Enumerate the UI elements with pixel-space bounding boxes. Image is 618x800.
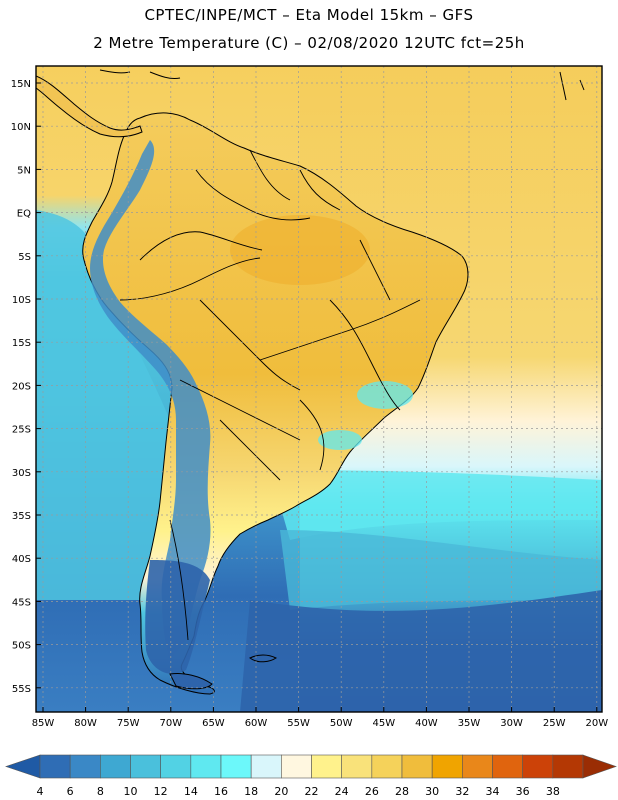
lon-label: 55W bbox=[287, 718, 310, 729]
lon-label: 40W bbox=[415, 718, 438, 729]
colorbar-swatch bbox=[402, 755, 432, 778]
colorbar-swatch bbox=[281, 755, 311, 778]
lat-label: 15S bbox=[12, 338, 31, 349]
colorbar-tick-label: 36 bbox=[516, 785, 530, 798]
colorbar-tick-label: 28 bbox=[395, 785, 409, 798]
lon-label: 50W bbox=[330, 718, 353, 729]
colorbar-swatch bbox=[251, 755, 281, 778]
colorbar-tick-label: 26 bbox=[365, 785, 379, 798]
colorbar-swatch bbox=[221, 755, 251, 778]
lon-label: 45W bbox=[372, 718, 395, 729]
colorbar-swatch bbox=[342, 755, 372, 778]
lon-label: 75W bbox=[117, 718, 140, 729]
colorbar-swatch bbox=[523, 755, 553, 778]
colorbar-tick-label: 30 bbox=[425, 785, 439, 798]
lat-label: EQ bbox=[17, 209, 31, 220]
lat-label: 10S bbox=[12, 295, 31, 306]
lon-label: 70W bbox=[159, 718, 182, 729]
lat-label: 40S bbox=[12, 554, 31, 565]
colorbar-swatch bbox=[462, 755, 492, 778]
lon-label: 65W bbox=[202, 718, 225, 729]
colorbar-swatch bbox=[70, 755, 100, 778]
lon-label: 60W bbox=[245, 718, 268, 729]
lon-label: 80W bbox=[74, 718, 97, 729]
colorbar-over-arrow bbox=[583, 755, 616, 778]
lat-label: 50S bbox=[12, 641, 31, 652]
lat-label: 5N bbox=[17, 165, 31, 176]
colorbar-tick-label: 8 bbox=[97, 785, 104, 798]
lat-label: 20S bbox=[12, 381, 31, 392]
colorbar-swatch bbox=[40, 755, 70, 778]
colorbar-tick-label: 16 bbox=[214, 785, 228, 798]
lat-label: 30S bbox=[12, 468, 31, 479]
colorbar-swatch bbox=[312, 755, 342, 778]
colorbar-tick-label: 12 bbox=[154, 785, 168, 798]
lat-label: 10N bbox=[11, 122, 31, 133]
colorbar-tick-label: 10 bbox=[124, 785, 138, 798]
colorbar: 4 6 8 10 12 14 16 18 20 22 24 26 28 30 32 34 36 38 bbox=[6, 755, 616, 798]
amazon-warm-core bbox=[230, 215, 370, 285]
lat-label: 15N bbox=[11, 79, 31, 90]
colorbar-tick-label: 4 bbox=[37, 785, 44, 798]
colorbar-tick-label: 24 bbox=[335, 785, 349, 798]
lat-label: 55S bbox=[12, 684, 31, 695]
lon-label: 20W bbox=[585, 718, 608, 729]
lon-label: 25W bbox=[543, 718, 566, 729]
lat-label: 45S bbox=[12, 597, 31, 608]
colorbar-under-arrow bbox=[6, 755, 40, 778]
colorbar-swatch bbox=[432, 755, 462, 778]
colorbar-swatch bbox=[191, 755, 221, 778]
colorbar-tick-label: 14 bbox=[184, 785, 198, 798]
colorbar-swatch bbox=[161, 755, 191, 778]
colorbar-tick-label: 6 bbox=[67, 785, 74, 798]
colorbar-swatch bbox=[100, 755, 130, 778]
colorbar-swatch bbox=[553, 755, 583, 778]
colorbar-tick-label: 32 bbox=[455, 785, 469, 798]
lon-label: 30W bbox=[500, 718, 523, 729]
colorbar-tick-label: 38 bbox=[546, 785, 560, 798]
lat-label: 35S bbox=[12, 511, 31, 522]
south-brazil-cool bbox=[318, 430, 362, 450]
colorbar-tick-label: 34 bbox=[486, 785, 500, 798]
map-figure: 15N 10N 5N EQ 5S 10S 15S 20S 25S 30S 35S 40S 45S 50S 5… bbox=[0, 0, 618, 800]
lat-label: 5S bbox=[18, 252, 31, 263]
lon-label: 85W bbox=[32, 718, 55, 729]
colorbar-tick-label: 18 bbox=[244, 785, 258, 798]
colorbar-swatch bbox=[493, 755, 523, 778]
lat-label: 25S bbox=[12, 425, 31, 436]
colorbar-swatch bbox=[372, 755, 402, 778]
temperature-field bbox=[36, 66, 602, 712]
colorbar-tick-label: 20 bbox=[274, 785, 288, 798]
colorbar-swatch bbox=[131, 755, 161, 778]
lon-label: 35W bbox=[458, 718, 481, 729]
colorbar-tick-label: 22 bbox=[305, 785, 319, 798]
southeast-brazil-cool bbox=[357, 381, 413, 409]
